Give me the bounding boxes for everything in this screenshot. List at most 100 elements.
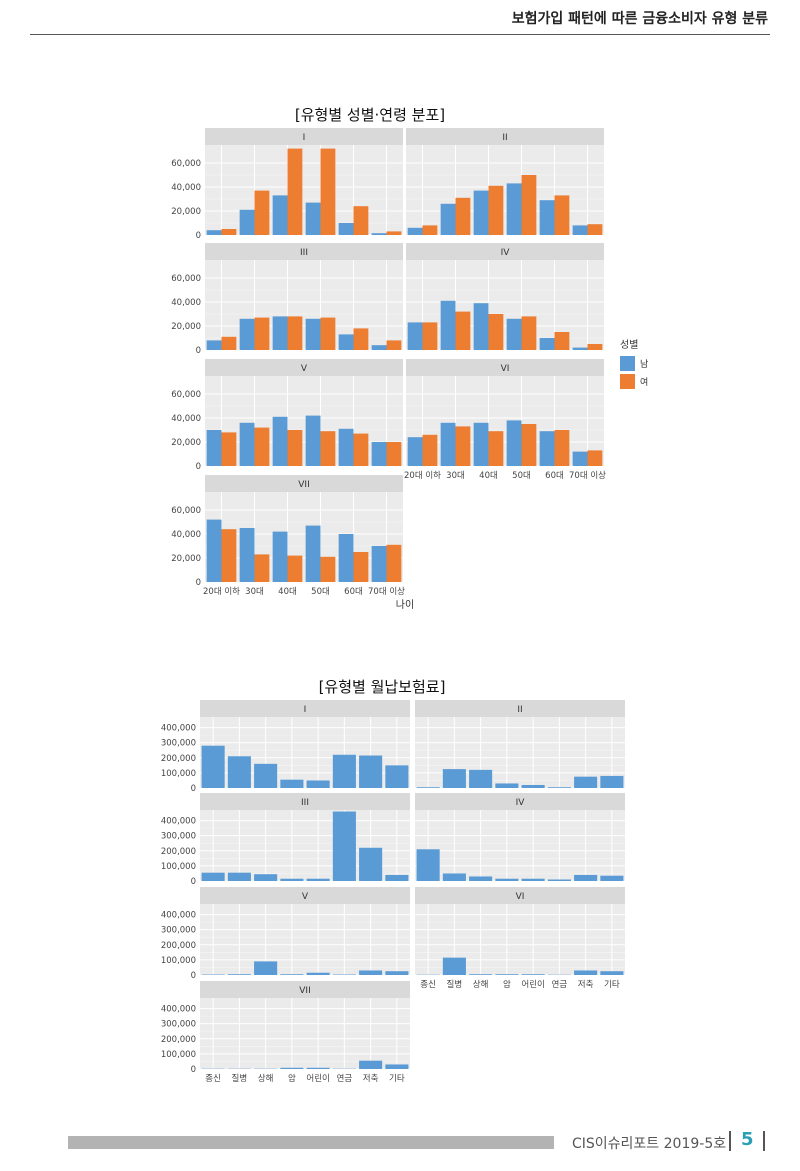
bar-female bbox=[521, 424, 537, 466]
bar-male bbox=[371, 233, 387, 235]
facet-strip bbox=[205, 359, 403, 376]
facet-strip bbox=[415, 700, 625, 717]
bar bbox=[442, 873, 466, 881]
x-tick-label: 40대 bbox=[479, 471, 498, 481]
bar-female bbox=[587, 224, 603, 235]
bar-female bbox=[422, 434, 438, 466]
y-tick-label: 0 bbox=[191, 971, 196, 981]
y-tick-label: 300,000 bbox=[161, 1020, 196, 1030]
plot-panel bbox=[415, 810, 625, 881]
bar bbox=[600, 971, 624, 975]
bar bbox=[227, 872, 251, 881]
bar bbox=[359, 755, 383, 788]
bar bbox=[600, 875, 624, 881]
bar-male bbox=[338, 334, 354, 350]
y-tick-label: 400,000 bbox=[161, 911, 196, 921]
bar bbox=[385, 1064, 409, 1069]
bar-female bbox=[254, 317, 270, 350]
bar-male bbox=[539, 338, 555, 350]
x-tick-label: 연금 bbox=[552, 980, 568, 990]
bar-female bbox=[287, 555, 303, 582]
bar-male bbox=[305, 415, 321, 466]
bar-male bbox=[206, 340, 222, 350]
bar-female bbox=[287, 316, 303, 350]
facet-label: I bbox=[303, 133, 306, 143]
bar bbox=[227, 974, 251, 975]
bar-male bbox=[338, 428, 354, 466]
page-number: 5 bbox=[741, 1129, 754, 1150]
y-tick-label: 0 bbox=[191, 877, 196, 887]
bar-female bbox=[221, 229, 237, 235]
bar-male bbox=[473, 422, 489, 466]
facet-strip bbox=[200, 981, 410, 998]
x-tick-label: 질병 bbox=[447, 979, 463, 990]
bar-male bbox=[440, 422, 456, 466]
bar bbox=[495, 783, 519, 788]
bar bbox=[574, 874, 598, 881]
footer-separator bbox=[763, 1131, 765, 1151]
y-tick-label: 0 bbox=[196, 231, 201, 241]
bar bbox=[306, 972, 330, 975]
facet-label: III bbox=[301, 798, 309, 808]
bar-male bbox=[473, 190, 489, 235]
y-tick-label: 100,000 bbox=[161, 1050, 196, 1060]
bar-male bbox=[239, 422, 255, 466]
plot-panel bbox=[406, 376, 604, 466]
bar bbox=[416, 787, 440, 788]
bar bbox=[600, 775, 624, 788]
bar bbox=[547, 879, 571, 881]
y-tick-label: 20,000 bbox=[171, 322, 201, 332]
facet-label: V bbox=[301, 364, 308, 374]
bar-male bbox=[473, 303, 489, 350]
x-tick-label: 20대 이하 bbox=[203, 586, 240, 597]
bar-male bbox=[539, 431, 555, 466]
bar-male bbox=[506, 420, 522, 466]
bar-male bbox=[407, 437, 423, 466]
facet-label: II bbox=[502, 133, 507, 143]
bar-female bbox=[386, 442, 402, 466]
bar-male bbox=[239, 528, 255, 582]
bar-male bbox=[338, 223, 354, 235]
x-tick-label: 70대 이상 bbox=[569, 470, 606, 481]
header-title: 보험가입 패턴에 따른 금융소비자 유형 분류 bbox=[511, 11, 768, 27]
bar-male bbox=[371, 546, 387, 582]
y-tick-label: 200,000 bbox=[161, 941, 196, 951]
bar-female bbox=[455, 311, 471, 350]
facet-strip bbox=[205, 475, 403, 492]
bar-female bbox=[422, 225, 438, 235]
bar-female bbox=[320, 148, 336, 235]
x-tick-label: 60대 bbox=[545, 471, 564, 481]
y-tick-label: 300,000 bbox=[161, 832, 196, 842]
bar-female bbox=[353, 206, 369, 235]
bar-male bbox=[539, 200, 555, 235]
bar-male bbox=[305, 318, 321, 350]
plot-panel bbox=[200, 904, 410, 975]
legend-title: 성별 bbox=[620, 339, 638, 351]
bar-male bbox=[272, 195, 288, 235]
bar-female bbox=[287, 430, 303, 466]
bar bbox=[469, 974, 493, 975]
bar-male bbox=[239, 209, 255, 235]
x-tick-label: 암 bbox=[503, 979, 511, 990]
facet-label: II bbox=[517, 705, 522, 715]
bar bbox=[280, 1067, 304, 1069]
bar-female bbox=[422, 322, 438, 350]
facet-strip bbox=[406, 243, 604, 260]
bar bbox=[359, 970, 383, 975]
y-tick-label: 400,000 bbox=[161, 817, 196, 827]
x-tick-label: 상해 bbox=[473, 979, 489, 990]
x-tick-label: 암 bbox=[288, 1073, 296, 1084]
bar bbox=[332, 811, 356, 881]
bar-female bbox=[221, 432, 237, 466]
legend-swatch-male bbox=[620, 356, 635, 371]
bar-female bbox=[353, 552, 369, 582]
bar-male bbox=[206, 230, 222, 235]
bar-male bbox=[371, 442, 387, 466]
bar bbox=[442, 957, 466, 975]
x-tick-label: 기타 bbox=[604, 980, 620, 990]
y-tick-label: 20,000 bbox=[171, 438, 201, 448]
bar bbox=[442, 769, 466, 788]
y-tick-label: 40,000 bbox=[171, 298, 201, 308]
bar bbox=[254, 961, 278, 975]
y-tick-label: 400,000 bbox=[161, 1005, 196, 1015]
